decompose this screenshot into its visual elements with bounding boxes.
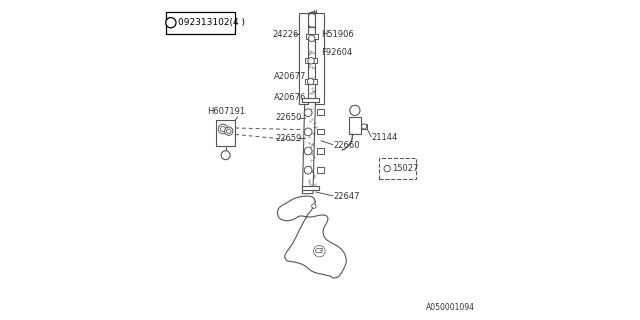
Circle shape <box>305 128 312 136</box>
Circle shape <box>166 18 176 28</box>
Circle shape <box>307 78 314 85</box>
Circle shape <box>312 204 316 208</box>
Circle shape <box>218 124 228 134</box>
Bar <box>299 13 308 104</box>
Text: C3: C3 <box>315 248 324 254</box>
Bar <box>166 12 235 34</box>
Circle shape <box>384 165 390 172</box>
Bar <box>317 129 324 134</box>
Circle shape <box>349 105 360 116</box>
Bar <box>305 58 317 63</box>
Circle shape <box>305 147 312 155</box>
Text: 1: 1 <box>168 18 173 27</box>
Bar <box>349 117 361 134</box>
Circle shape <box>308 35 315 42</box>
Text: 1: 1 <box>223 152 228 158</box>
Circle shape <box>305 109 312 116</box>
Bar <box>305 79 317 84</box>
Text: A20677: A20677 <box>274 72 306 81</box>
Circle shape <box>362 124 367 129</box>
Circle shape <box>225 127 233 135</box>
Bar <box>380 158 416 179</box>
Text: 22659: 22659 <box>275 134 301 143</box>
Circle shape <box>305 166 312 174</box>
Text: 22647: 22647 <box>333 192 360 201</box>
Circle shape <box>221 151 230 160</box>
Circle shape <box>220 126 226 132</box>
Text: 22650: 22650 <box>275 113 301 122</box>
Bar <box>317 148 324 154</box>
Text: H607191: H607191 <box>207 107 246 116</box>
Text: A20676: A20676 <box>274 93 306 102</box>
Bar <box>306 34 318 39</box>
Bar <box>361 124 367 129</box>
Text: 21144: 21144 <box>372 133 398 142</box>
Bar <box>301 186 319 190</box>
Bar <box>316 13 324 104</box>
Text: H51906: H51906 <box>321 30 353 39</box>
Text: 24226: 24226 <box>272 30 298 39</box>
Text: 22660: 22660 <box>333 141 360 150</box>
Text: A050001094: A050001094 <box>426 303 475 312</box>
Bar <box>317 109 324 115</box>
Text: 092313102(4 ): 092313102(4 ) <box>178 18 245 27</box>
Bar <box>317 167 324 173</box>
Text: F92604: F92604 <box>321 48 353 57</box>
Bar <box>301 98 319 102</box>
Circle shape <box>227 129 231 133</box>
Circle shape <box>308 58 314 64</box>
Polygon shape <box>302 27 317 194</box>
Text: 15027: 15027 <box>392 164 419 173</box>
Text: 1: 1 <box>353 106 357 115</box>
Bar <box>216 120 236 146</box>
